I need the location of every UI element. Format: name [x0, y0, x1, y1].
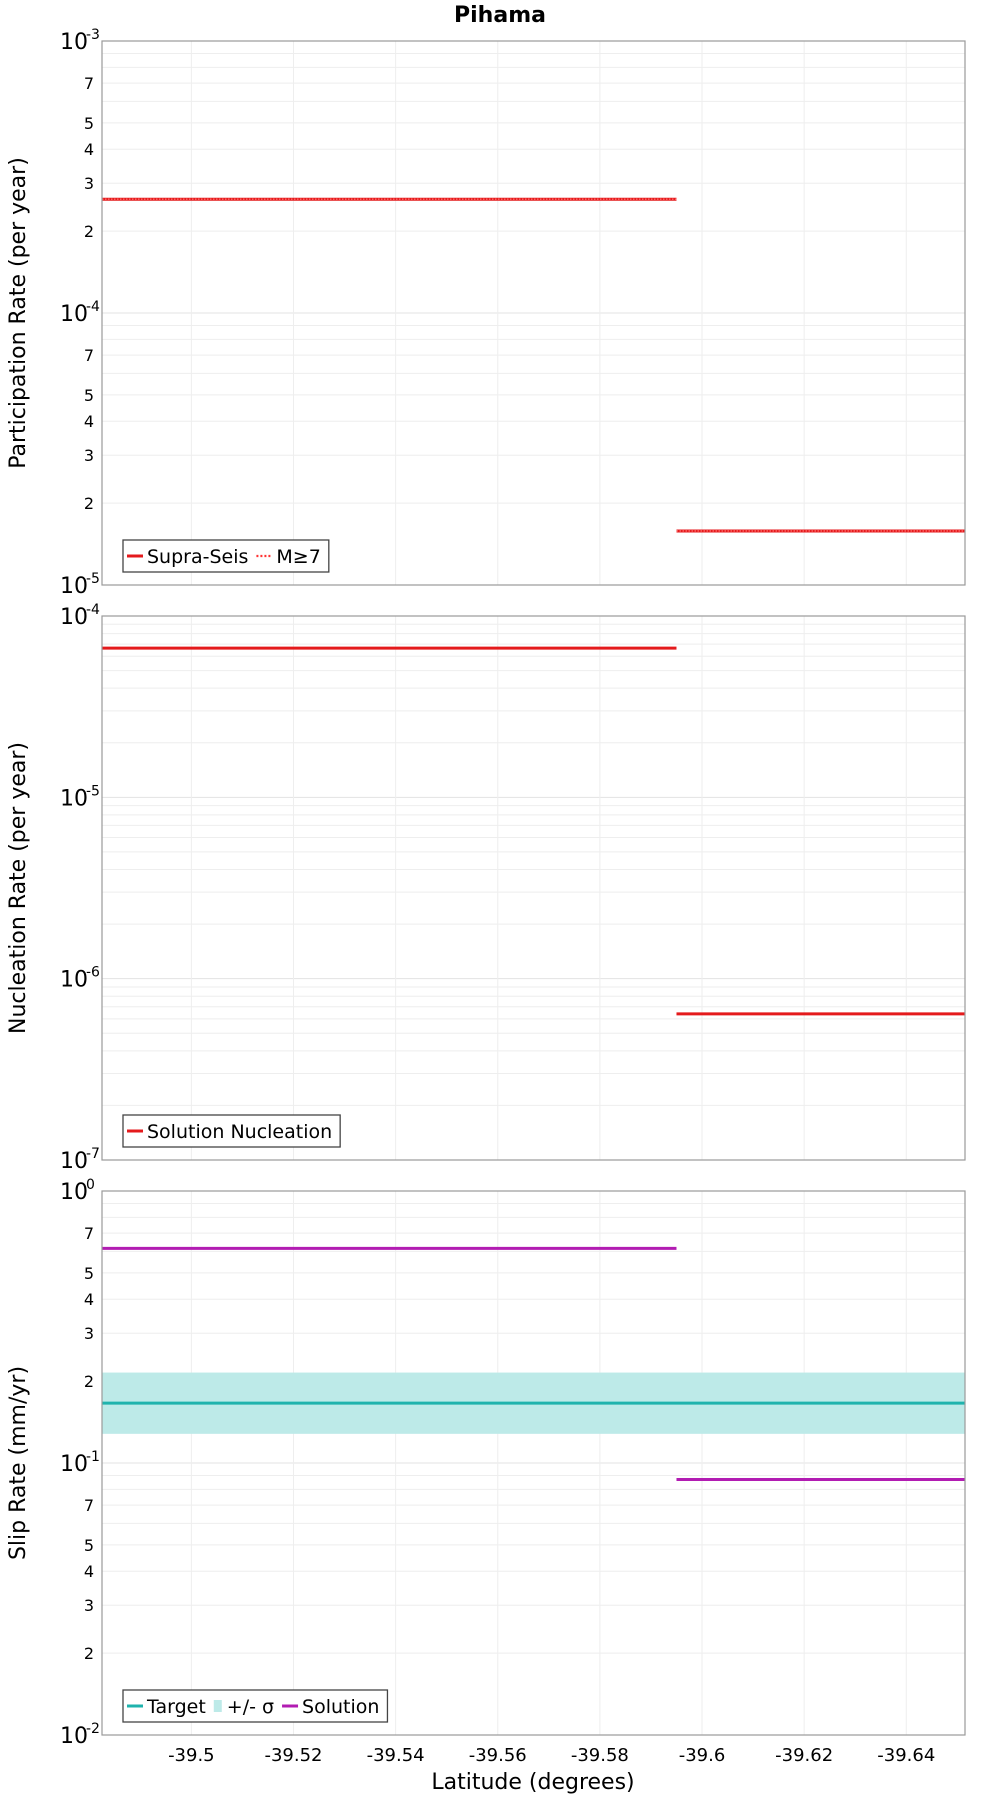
y-major-tick-label: 100: [60, 1177, 95, 1205]
x-axis-label: Latitude (degrees): [431, 1770, 634, 1795]
legend-item: Target: [127, 1696, 206, 1718]
y-tick-base: 10: [60, 1149, 88, 1174]
y-major-tick-label: 10-4: [60, 299, 100, 327]
y-major-tick-label: 10-6: [60, 965, 100, 993]
y-major-tick-label: 10-7: [60, 1146, 100, 1174]
y-minor-tick-label: 7: [84, 346, 94, 365]
y-major-tick-label: 10-4: [60, 602, 100, 630]
y-tick-base: 10: [60, 605, 88, 630]
y-gridlines: [102, 623, 965, 1106]
y-major-tick-label: 10-5: [60, 783, 100, 811]
x-gridlines: [190, 1191, 907, 1735]
legend: Target +/- σ Solution: [122, 1689, 389, 1723]
x-tick-label: -39.62: [775, 1745, 833, 1766]
y-tick-exponent: -7: [86, 1146, 100, 1162]
y-minor-tick-label: 5: [84, 1536, 94, 1555]
y-minor-tick-label: 5: [84, 386, 94, 405]
y-minor-tick-label: 7: [84, 74, 94, 93]
y-tick-base: 10: [60, 302, 88, 327]
legend: Supra-Seis M≥7: [122, 539, 330, 573]
y-minor-tick-label: 3: [84, 446, 94, 465]
y-minor-tick-label: 2: [84, 1644, 94, 1663]
plot-background: [102, 616, 965, 1160]
legend-box: [122, 1689, 389, 1723]
y-minor-tick-label: 3: [84, 1596, 94, 1615]
y-gridlines: [102, 52, 965, 504]
x-tick-label: -39.64: [877, 1745, 935, 1766]
y-minor-tick-label: 3: [84, 1324, 94, 1343]
x-tick-label: -39.58: [571, 1745, 629, 1766]
y-tick-base: 10: [60, 1724, 88, 1749]
y-major-tick-label: 10-5: [60, 571, 100, 599]
legend: Solution Nucleation: [122, 1114, 341, 1148]
legend-item: Supra-Seis: [127, 546, 248, 568]
y-axis-label: Nucleation Rate (per year): [6, 742, 31, 1034]
y-minor-tick-label: 4: [84, 1290, 94, 1309]
y-minor-tick-label: 4: [84, 1562, 94, 1581]
plot-frame: [101, 1190, 966, 1736]
y-axis-label: Slip Rate (mm/yr): [6, 1366, 31, 1560]
y-tick-base: 10: [60, 1180, 88, 1205]
y-minor-tick-label: 3: [84, 174, 94, 193]
series-solution-nucleation: [102, 646, 965, 1016]
legend-item: Solution Nucleation: [127, 1121, 332, 1143]
y-minor-tick-label: 5: [84, 114, 94, 133]
y-tick-exponent: -4: [86, 602, 100, 618]
x-gridlines: [190, 616, 907, 1160]
legend-label: Supra-Seis: [147, 546, 248, 568]
legend-box: [122, 539, 330, 573]
y-minor-tick-label: 7: [84, 1496, 94, 1515]
y-tick-base: 10: [60, 786, 88, 811]
legend-label: M≥7: [276, 546, 320, 568]
series-solution: [102, 1246, 965, 1481]
y-tick-base: 10: [60, 1452, 88, 1477]
legend-label: Solution Nucleation: [147, 1121, 332, 1143]
y-tick-exponent: -2: [86, 1721, 100, 1737]
y-tick-exponent: -5: [86, 571, 100, 587]
series-m-7: [102, 198, 965, 532]
legend-box: [122, 1114, 341, 1148]
x-tick-label: -39.52: [264, 1745, 322, 1766]
chart-title: Pihama: [454, 3, 546, 28]
legend-swatch: [213, 1700, 222, 1712]
y-tick-base: 10: [60, 968, 88, 993]
y-tick-base: 10: [60, 574, 88, 599]
y-tick-exponent: -5: [86, 783, 100, 799]
y-minor-tick-label: 4: [84, 412, 94, 431]
y-tick-exponent: -3: [86, 27, 100, 43]
legend-item: M≥7: [256, 546, 321, 568]
plot-frame: [101, 615, 966, 1161]
y-gridlines: [102, 1202, 965, 1654]
y-tick-exponent: -1: [86, 1449, 100, 1465]
y-major-tick-label: 10-3: [60, 27, 100, 55]
plot-frame: [101, 40, 966, 586]
legend-label: Target: [146, 1696, 206, 1718]
legend-label: Solution: [302, 1696, 379, 1718]
x-tick-label: -39.54: [367, 1745, 425, 1766]
y-tick-base: 10: [60, 30, 88, 55]
y-minor-tick-label: 2: [84, 222, 94, 241]
x-tick-label: -39.5: [168, 1745, 215, 1766]
legend-label: +/- σ: [227, 1696, 274, 1718]
y-tick-exponent: -4: [86, 299, 100, 315]
y-minor-tick-label: 5: [84, 1264, 94, 1283]
y-major-tick-label: 10-2: [60, 1721, 100, 1749]
legend-item: +/- σ: [213, 1696, 274, 1718]
y-minor-tick-label: 2: [84, 1372, 94, 1391]
y-minor-tick-label: 4: [84, 140, 94, 159]
y-minor-tick-label: 7: [84, 1224, 94, 1243]
y-tick-exponent: 0: [86, 1177, 95, 1193]
y-axis-label: Participation Rate (per year): [6, 157, 31, 469]
legend-item: Solution: [282, 1696, 379, 1718]
x-gridlines: [190, 41, 907, 585]
y-major-tick-label: 10-1: [60, 1449, 100, 1477]
x-tick-label: -39.6: [679, 1745, 726, 1766]
y-minor-tick-label: 2: [84, 494, 94, 513]
y-tick-exponent: -6: [86, 965, 100, 981]
x-tick-label: -39.56: [469, 1745, 527, 1766]
